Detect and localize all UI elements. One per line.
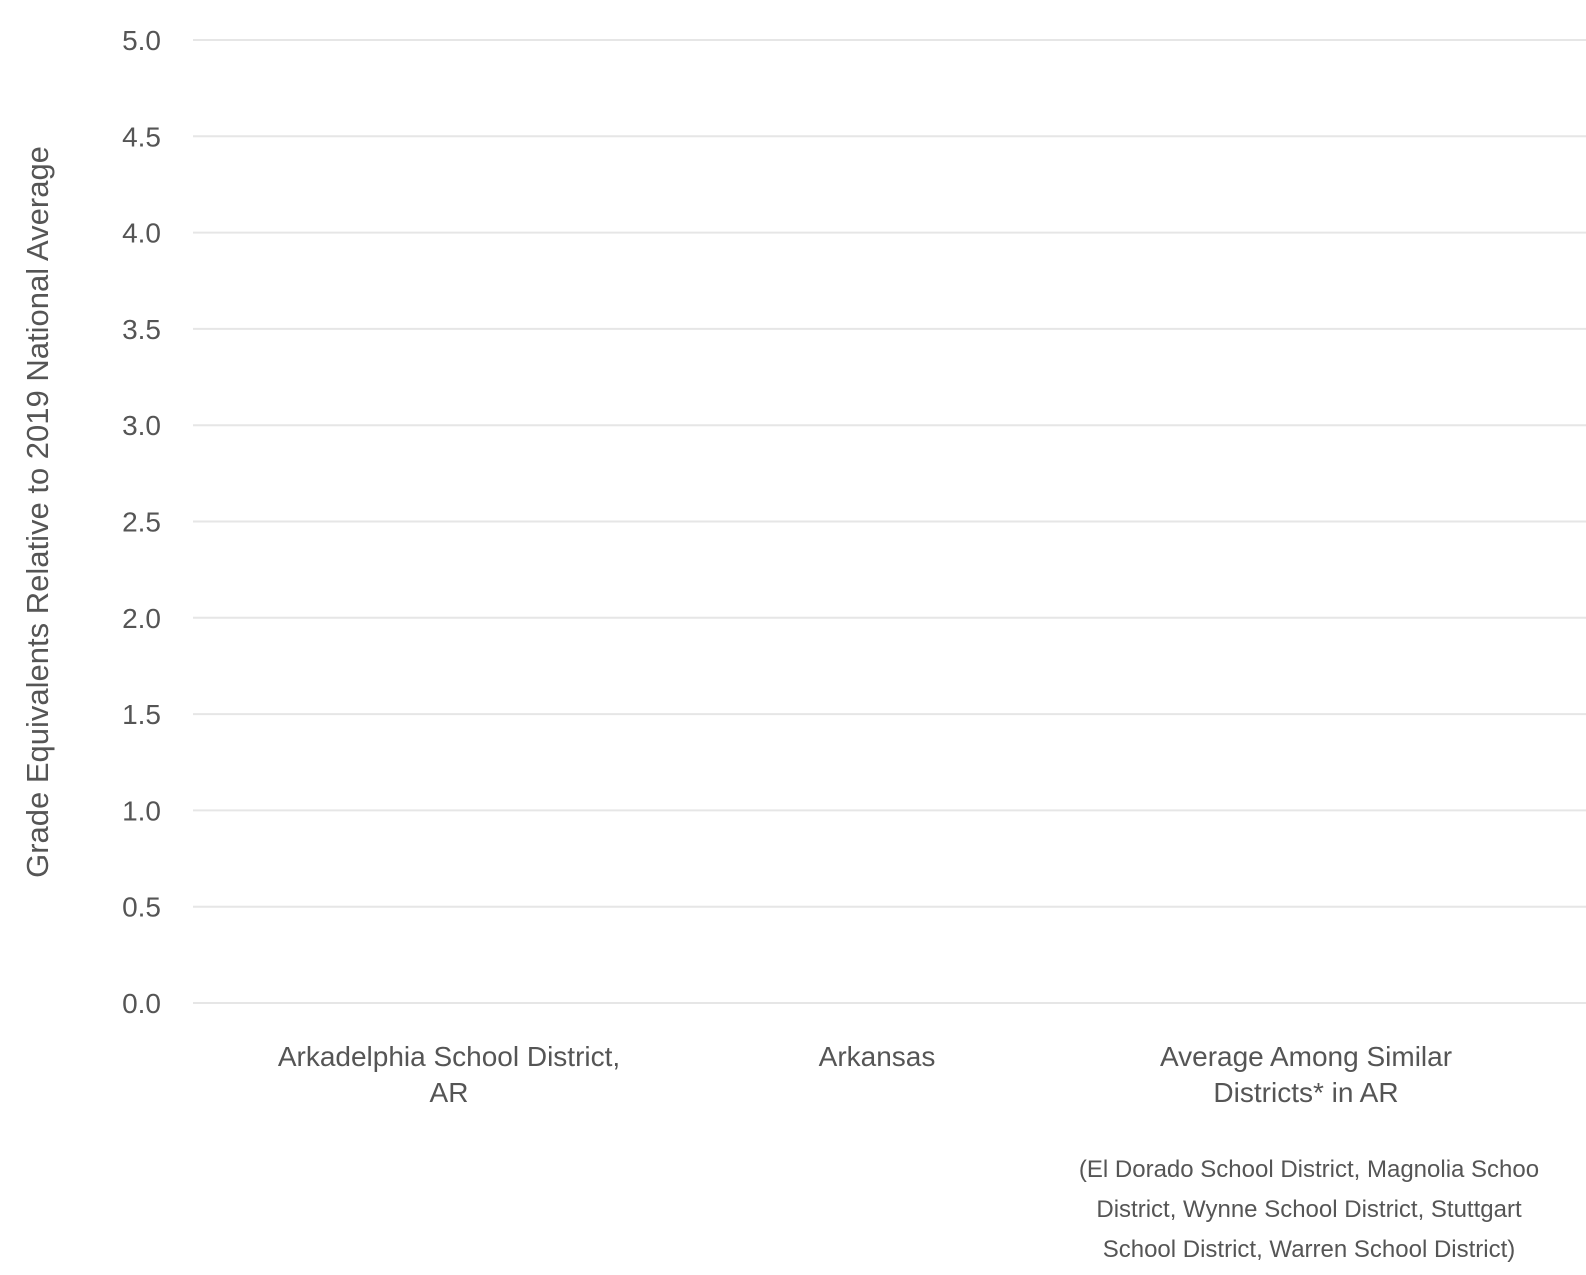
x-tick-label: Arkadelphia School District, AR	[278, 1041, 620, 1108]
y-axis-label: Grade Equivalents Relative to 2019 Natio…	[20, 146, 55, 878]
y-tick-label: 4.0	[122, 218, 161, 249]
y-tick-label: 1.0	[122, 795, 161, 826]
y-tick-label: 1.5	[122, 699, 161, 730]
y-tick-label: 4.5	[122, 121, 161, 152]
y-tick-label: 3.5	[122, 314, 161, 345]
y-tick-label: 2.5	[122, 507, 161, 538]
y-tick-label: 0.5	[122, 892, 161, 923]
y-tick-label: 5.0	[122, 25, 161, 56]
x-tick-label: Arkansas	[819, 1041, 936, 1072]
footnote-line: (El Dorado School District, Magnolia Sch…	[1079, 1156, 1539, 1183]
y-tick-label: 0.0	[122, 988, 161, 1019]
y-axis-ticks: 0.0 0.5 1.0 1.5 2.0 2.5 3.0 3.5 4.0 4.5 5.0	[122, 25, 161, 1019]
footnote: (El Dorado School District, Magnolia Sch…	[1079, 1156, 1539, 1263]
footnote-line: School District, Warren School District)	[1103, 1236, 1516, 1263]
footnote-line: District, Wynne School District, Stuttga…	[1096, 1196, 1522, 1223]
x-axis-category-labels: Arkadelphia School District, AR Arkansas Av…	[278, 1041, 1452, 1108]
y-tick-label: 2.0	[122, 603, 161, 634]
gridlines	[193, 39, 1586, 1004]
x-tick-label: Average Among Similar Districts* in AR	[1160, 1041, 1452, 1108]
y-tick-label: 3.0	[122, 410, 161, 441]
